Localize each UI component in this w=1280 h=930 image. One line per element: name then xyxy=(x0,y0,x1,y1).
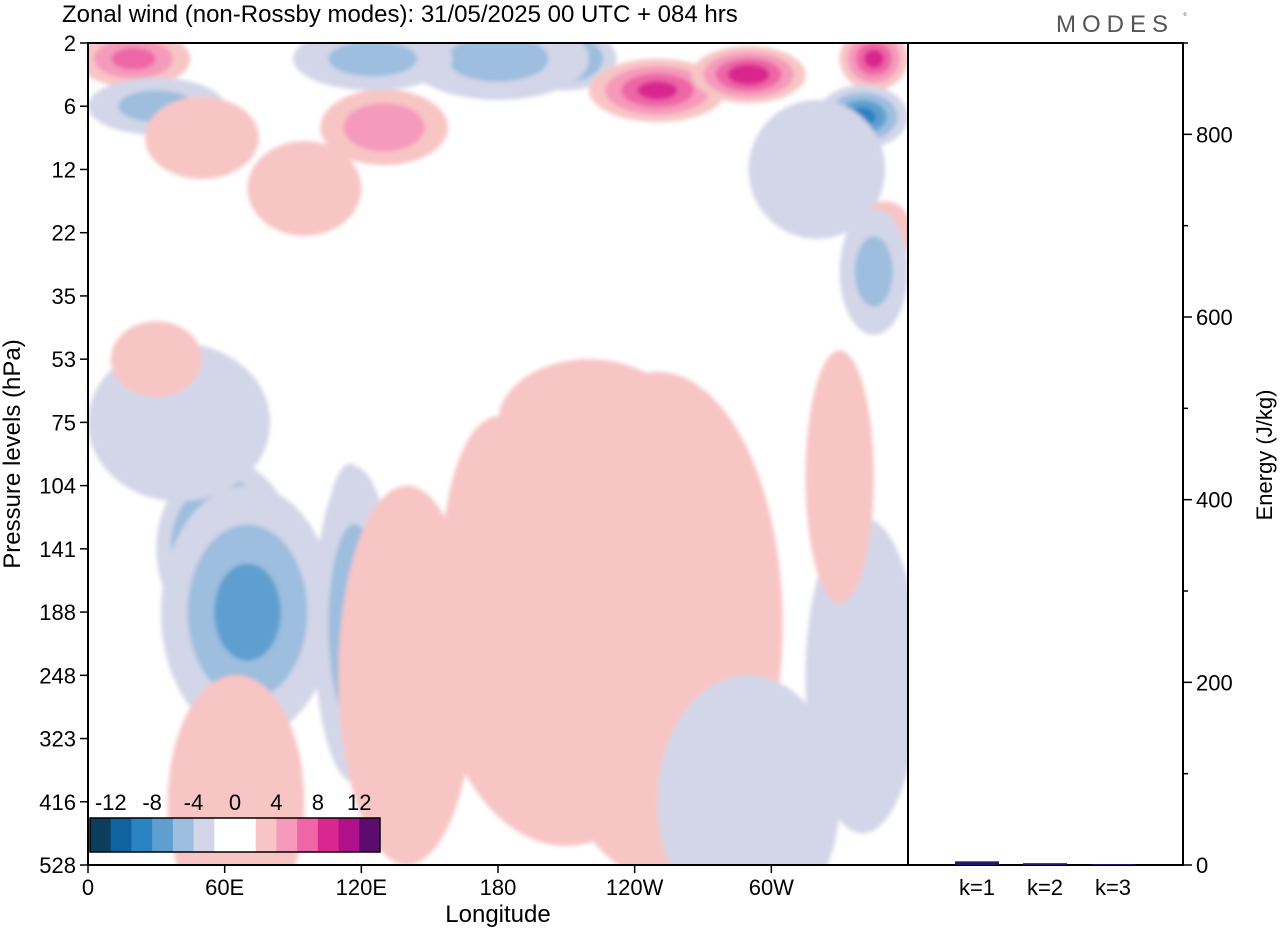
energy-axis: 0 200 400 600 800 xyxy=(1183,42,1233,878)
heatmap-contour xyxy=(727,64,770,86)
energy-category-label: k=3 xyxy=(1095,875,1131,900)
energy-tick-label: 200 xyxy=(1196,670,1233,695)
energy-category-label: k=2 xyxy=(1027,875,1063,900)
y-tick-label: 6 xyxy=(64,94,76,119)
colorbar-swatch xyxy=(110,818,132,852)
colorbar-label: -8 xyxy=(142,790,162,815)
y-tick-label: 188 xyxy=(39,600,76,625)
y-axis-label: Pressure levels (hPa) xyxy=(0,339,26,568)
heatmap-contour xyxy=(637,81,678,100)
energy-tick-label: 600 xyxy=(1196,305,1233,330)
colorbar-swatch xyxy=(338,818,360,852)
energy-tick-label: 800 xyxy=(1196,122,1233,147)
y-axis: 2 6 12 22 35 53 75 104 141 188 248 323 416 528 xyxy=(39,31,88,878)
colorbar-swatch xyxy=(297,818,319,852)
heatmap-contour xyxy=(748,99,886,240)
modes-logo-text: MODES xyxy=(1056,11,1174,38)
colorbar-swatch xyxy=(152,818,174,852)
y-tick-label: 104 xyxy=(39,474,76,499)
heatmap-contour xyxy=(247,141,362,236)
heatmap-contour xyxy=(805,350,874,604)
colorbar-swatch xyxy=(90,818,112,852)
heatmap-contour xyxy=(497,359,681,486)
energy-bars: k=1 k=2 k=3 xyxy=(955,861,1135,900)
x-tick-label: 60E xyxy=(205,875,244,900)
heatmap-contour xyxy=(343,103,425,152)
energy-bar xyxy=(1091,864,1135,866)
heatmap-contour xyxy=(338,485,476,865)
y-tick-label: 416 xyxy=(39,790,76,815)
heatmap-contour xyxy=(214,563,281,661)
y-tick-label: 2 xyxy=(64,31,76,56)
y-tick-label: 35 xyxy=(52,284,76,309)
colorbar-label: -4 xyxy=(184,790,204,815)
colorbar-swatch xyxy=(255,818,277,852)
heatmap-contour xyxy=(447,43,549,82)
x-tick-label: 120E xyxy=(336,875,387,900)
energy-panel-frame xyxy=(907,42,1184,866)
heatmap-contour xyxy=(854,236,893,307)
energy-category-label: k=1 xyxy=(959,875,995,900)
y-tick-label: 22 xyxy=(52,221,76,246)
energy-bar xyxy=(1023,863,1067,865)
colorbar-swatch xyxy=(359,818,381,852)
x-tick-label: 0 xyxy=(82,875,94,900)
y-tick-label: 528 xyxy=(39,853,76,878)
heatmap-contour xyxy=(110,321,202,398)
colorbar-swatch xyxy=(131,818,153,852)
colorbar-swatch xyxy=(172,818,195,852)
colorbar-swatch xyxy=(214,818,257,852)
x-tick-label: 180 xyxy=(480,875,517,900)
colorbar-swatch xyxy=(276,818,298,852)
colorbar: -12 -8 -4 0 4 8 12 xyxy=(89,790,381,853)
modes-logo-mark: ° xyxy=(1183,12,1187,23)
colorbar-label: -12 xyxy=(95,790,127,815)
x-axis-label: Longitude xyxy=(445,901,550,928)
y-tick-label: 248 xyxy=(39,663,76,688)
heatmap-contour xyxy=(863,49,884,69)
energy-tick-label: 0 xyxy=(1196,853,1208,878)
y-tick-label: 75 xyxy=(52,410,76,435)
y-tick-label: 323 xyxy=(39,727,76,752)
heatmap-plot-area xyxy=(88,43,908,865)
energy-axis-label: Energy (J/kg) xyxy=(1252,390,1277,521)
heatmap-contour xyxy=(657,675,840,865)
x-tick-label: 60W xyxy=(749,875,794,900)
x-tick-label: 120W xyxy=(606,875,664,900)
heatmap-contour xyxy=(328,43,417,77)
colorbar-swatch xyxy=(193,818,215,852)
colorbar-label: 8 xyxy=(312,790,324,815)
heatmap-contour xyxy=(111,47,156,70)
energy-tick-label: 400 xyxy=(1196,488,1233,513)
energy-bar xyxy=(955,861,999,865)
heatmap-field xyxy=(88,43,908,865)
y-tick-label: 53 xyxy=(52,347,76,372)
heatmap-contour xyxy=(144,96,259,179)
colorbar-frame xyxy=(89,817,381,853)
colorbar-label: 0 xyxy=(229,790,241,815)
x-axis: 0 60E 120E 180 120W 60W xyxy=(82,865,794,900)
colorbar-label: 12 xyxy=(347,790,371,815)
colorbar-label: 4 xyxy=(270,790,282,815)
colorbar-swatch xyxy=(317,818,340,852)
chart-title: Zonal wind (non-Rossby modes): 31/05/202… xyxy=(62,1,738,28)
y-tick-label: 12 xyxy=(52,157,76,182)
y-tick-label: 141 xyxy=(39,537,76,562)
